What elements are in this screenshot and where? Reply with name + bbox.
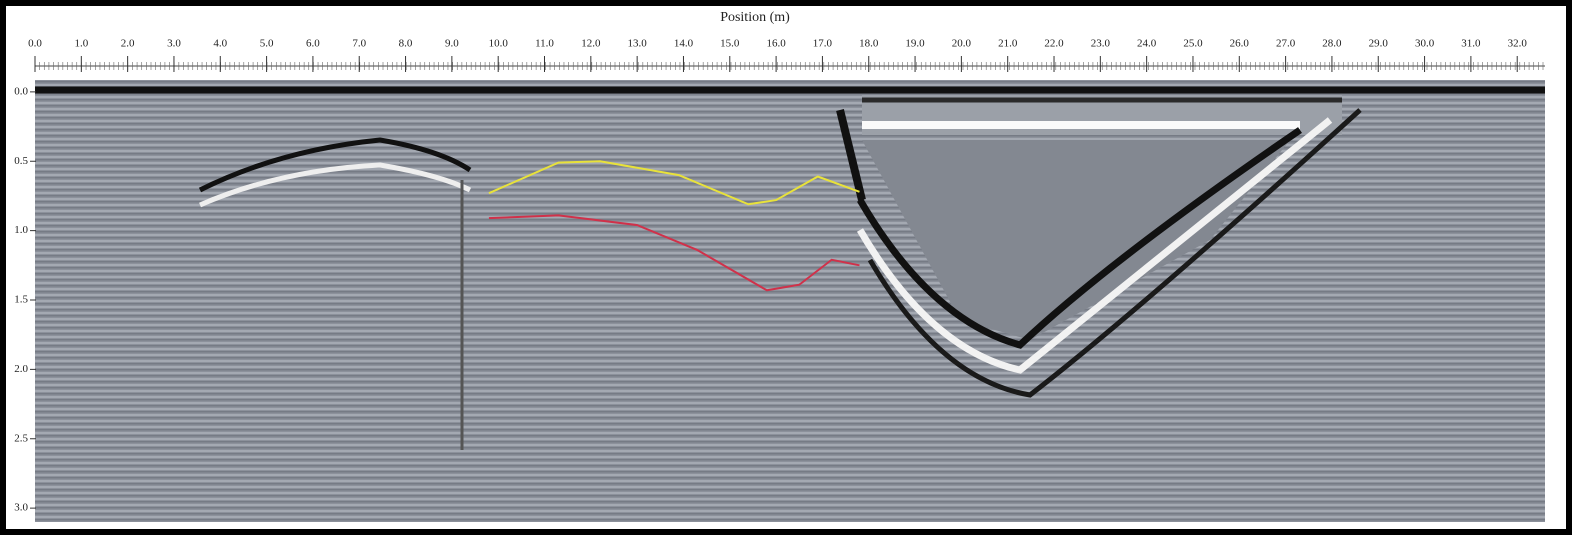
x-tick-label: 10.0 [489,38,509,50]
x-tick-label: 32.0 [1508,38,1528,50]
x-tick-label: 8.0 [399,38,413,50]
y-tick-label: 0.0 [14,85,28,97]
x-tick-label: 30.0 [1415,38,1435,50]
x-tick-label: 25.0 [1183,38,1203,50]
x-tick-label: 16.0 [766,38,786,50]
x-tick-label: 1.0 [74,38,88,50]
y-tick-label: 1.5 [14,294,28,306]
x-tick-label: 28.0 [1322,38,1342,50]
x-tick-label: 24.0 [1137,38,1157,50]
x-tick-label: 2.0 [121,38,135,50]
x-tick-label: 29.0 [1369,38,1389,50]
y-tick-label: 0.5 [14,155,28,167]
radargram: Position (m) 0.0 1.0 2.0 3.0 4.0 5.0 6.0 7.0 8.0… [0,0,1572,535]
x-tick-label: 18.0 [859,38,879,50]
x-tick-label: 0.0 [28,38,42,50]
x-tick-label: 9.0 [445,38,459,50]
x-tick-label: 12.0 [581,38,601,50]
x-tick-label: 13.0 [628,38,648,50]
x-tick-label: 7.0 [352,38,366,50]
x-tick-label: 3.0 [167,38,181,50]
y-tick-label: 2.5 [14,432,28,444]
x-tick-label: 19.0 [905,38,925,50]
x-tick-label: 5.0 [260,38,274,50]
x-tick-label: 23.0 [1091,38,1111,50]
y-tick-label: 3.0 [14,502,28,514]
x-tick-label: 15.0 [720,38,740,50]
x-tick-label: 17.0 [813,38,833,50]
x-tick-label: 14.0 [674,38,694,50]
x-tick-label: 26.0 [1230,38,1250,50]
y-tick-label: 1.0 [14,224,28,236]
x-tick-label: 11.0 [535,38,554,50]
y-tick-label: 2.0 [14,363,28,375]
x-tick-label: 4.0 [213,38,227,50]
x-tick-label: 27.0 [1276,38,1296,50]
x-tick-label: 22.0 [1044,38,1064,50]
x-tick-label: 21.0 [998,38,1018,50]
x-tick-label: 6.0 [306,38,320,50]
x-tick-label: 31.0 [1461,38,1481,50]
x-tick-label: 20.0 [952,38,972,50]
chart-title: Position (m) [720,10,790,25]
